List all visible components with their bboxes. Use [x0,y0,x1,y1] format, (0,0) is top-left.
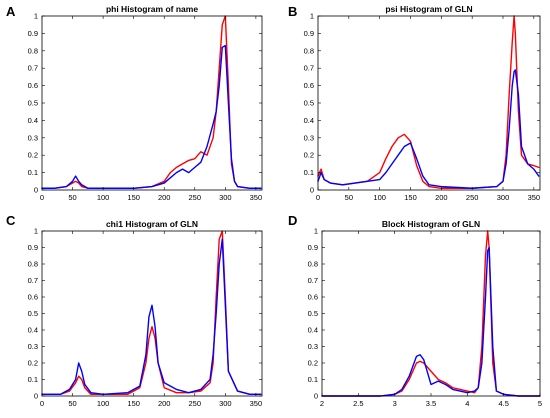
y-tick-label: 0.5 [28,309,38,318]
x-tick-label: 350 [528,193,541,202]
y-tick-label: 1 [314,227,318,236]
y-tick-label: 0.5 [308,309,318,318]
x-tick-label: 50 [68,193,76,202]
y-tick-label: 0 [34,392,38,401]
y-tick-label: 0.4 [308,326,318,335]
x-tick-label: 3.5 [426,399,436,408]
y-tick-label: 0.6 [304,81,314,90]
x-tick-label: 0 [40,399,44,408]
y-tick-label: 0.9 [28,29,38,38]
x-tick-label: 250 [466,193,479,202]
y-tick-label: 0.7 [304,64,314,73]
x-tick-label: 50 [68,399,76,408]
series-line-blue [317,69,540,189]
x-tick-label: 2 [320,399,324,408]
x-tick-label: 2.5 [353,399,363,408]
chart-title: psi Histogram of GLN [385,4,472,14]
x-tick-label: 100 [373,193,386,202]
x-tick-label: 3 [393,399,397,408]
y-tick-label: 0.7 [28,276,38,285]
y-tick-label: 0.3 [28,133,38,142]
x-tick-label: 250 [189,399,202,408]
chart-title: Block Histogram of GLN [382,219,480,229]
y-tick-label: 0.4 [28,326,38,335]
x-tick-label: 100 [97,193,110,202]
x-tick-label: 5 [538,399,542,408]
y-tick-label: 0.8 [28,260,38,269]
y-tick-label: 0.8 [28,46,38,55]
x-tick-label: 0 [316,193,320,202]
x-tick-label: 200 [158,399,171,408]
panel-d: D Block Histogram of GLN 2 2.5 3 3.5 4 4.5 5 0 0.1… [288,213,542,408]
y-tick-label: 0.7 [28,64,38,73]
chart-title: chi1 Histogram of GLN [106,219,198,229]
y-tick-label: 0.6 [28,81,38,90]
y-tick-label: 0.1 [28,375,38,384]
x-tick-label: 0 [40,193,44,202]
y-tick-label: 1 [34,227,38,236]
y-tick-label: 0.3 [304,133,314,142]
x-tick-label: 4.5 [498,399,508,408]
y-tick-label: 0.5 [304,99,314,108]
x-tick-label: 300 [219,193,232,202]
x-tick-label: 4 [465,399,469,408]
y-tick-label: 0.7 [308,276,318,285]
y-tick-label: 0.2 [308,359,318,368]
y-tick-label: 0 [34,186,38,195]
y-tick-label: 0.1 [304,168,314,177]
y-tick-label: 0.9 [304,29,314,38]
x-tick-label: 200 [435,193,448,202]
x-tick-label: 150 [404,193,417,202]
y-tick-label: 0.8 [308,260,318,269]
x-tick-label: 250 [189,193,202,202]
y-tick-label: 0.3 [28,342,38,351]
y-tick-label: 0.8 [304,46,314,55]
y-tick-label: 0.4 [28,116,38,125]
x-tick-label: 200 [158,193,171,202]
x-tick-label: 350 [250,193,263,202]
x-tick-label: 350 [250,399,263,408]
y-tick-label: 0.1 [28,168,38,177]
series-line-blue [321,246,541,397]
y-tick-label: 0.2 [28,151,38,160]
y-tick-label: 0.5 [28,99,38,108]
chart-title: phi Histogram of name [106,4,198,14]
series-line-red [321,230,541,397]
y-tick-label: 0.3 [308,342,318,351]
x-tick-label: 150 [127,193,140,202]
y-tick-label: 1 [310,12,314,21]
series-line-red [41,15,262,189]
series-line-blue [41,44,262,189]
x-tick-label: 300 [497,193,510,202]
x-tick-label: 150 [127,399,140,408]
y-tick-label: 0.6 [28,293,38,302]
y-tick-label: 0 [314,392,318,401]
y-tick-label: 0.2 [304,151,314,160]
y-tick-label: 0.9 [28,243,38,252]
y-tick-label: 0.9 [308,243,318,252]
y-tick-label: 0.1 [308,375,318,384]
x-tick-label: 300 [219,399,232,408]
series-line-blue [41,238,262,396]
y-tick-label: 0 [310,186,314,195]
panel-letter: A [6,4,16,19]
y-tick-label: 0.2 [28,359,38,368]
y-tick-label: 0.4 [304,116,314,125]
x-tick-label: 50 [345,193,353,202]
panel-letter: B [288,4,297,19]
y-tick-label: 1 [34,12,38,21]
panel-letter: D [288,213,297,228]
x-tick-label: 100 [97,399,110,408]
panel-letter: C [6,213,16,228]
y-tick-label: 0.6 [308,293,318,302]
